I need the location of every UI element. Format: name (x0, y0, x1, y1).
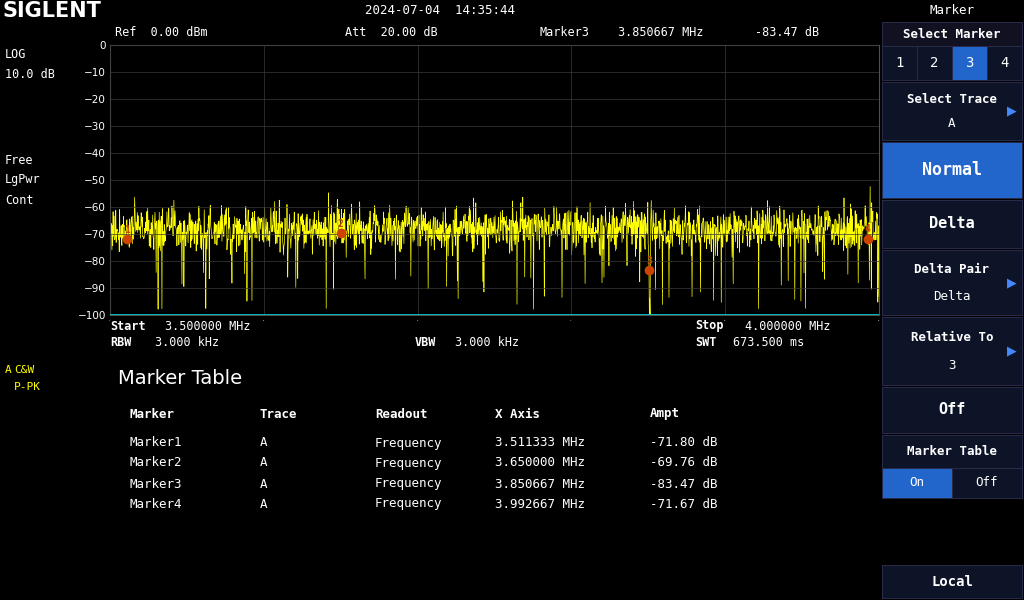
Text: 3.992667 MHz: 3.992667 MHz (495, 497, 585, 511)
Text: 3.850667 MHz: 3.850667 MHz (495, 478, 585, 491)
Text: LOG: LOG (5, 49, 27, 61)
Text: Trace: Trace (260, 407, 298, 421)
Text: 3: 3 (948, 359, 955, 373)
Text: Delta: Delta (933, 290, 971, 304)
Text: Marker: Marker (130, 407, 175, 421)
Text: Off: Off (938, 403, 966, 418)
Text: VBW: VBW (415, 337, 436, 349)
Text: 2024-07-04  14:35:44: 2024-07-04 14:35:44 (365, 4, 515, 17)
Text: -83.47 dB: -83.47 dB (755, 26, 819, 40)
Text: Relative To: Relative To (910, 331, 993, 344)
Text: Att  20.00 dB: Att 20.00 dB (345, 26, 437, 40)
Text: 1: 1 (895, 56, 904, 70)
Text: Delta: Delta (929, 217, 975, 232)
Text: X Axis: X Axis (495, 407, 540, 421)
Text: 1: 1 (125, 225, 130, 235)
Text: 3: 3 (646, 256, 652, 266)
Text: Ampt: Ampt (650, 407, 680, 421)
Text: -69.76 dB: -69.76 dB (650, 457, 718, 469)
Text: ▶: ▶ (1008, 276, 1017, 289)
Text: 2: 2 (338, 220, 344, 229)
Text: -71.67 dB: -71.67 dB (650, 497, 718, 511)
Text: 3.650000 MHz: 3.650000 MHz (495, 457, 585, 469)
Text: C&W: C&W (14, 365, 34, 375)
Text: Off: Off (976, 476, 998, 490)
Text: Ref  0.00 dBm: Ref 0.00 dBm (115, 26, 208, 40)
Text: Stop: Stop (695, 319, 724, 332)
Text: 3.000 kHz: 3.000 kHz (155, 337, 219, 349)
Text: Marker1: Marker1 (130, 437, 182, 449)
Text: Select Trace: Select Trace (907, 93, 997, 106)
Text: 2: 2 (931, 56, 939, 70)
Text: Local: Local (931, 575, 973, 589)
Text: 673.500 ms: 673.500 ms (733, 337, 804, 349)
Text: A: A (260, 478, 267, 491)
Text: 3.511333 MHz: 3.511333 MHz (495, 437, 585, 449)
Text: A: A (260, 437, 267, 449)
Text: RBW: RBW (110, 337, 131, 349)
Text: Delta Pair: Delta Pair (914, 263, 989, 276)
Text: Start: Start (110, 319, 145, 332)
Text: Frequency: Frequency (375, 457, 442, 469)
Text: 4.000000 MHz: 4.000000 MHz (745, 319, 830, 332)
Text: Frequency: Frequency (375, 437, 442, 449)
Text: On: On (909, 476, 925, 490)
Text: Marker3: Marker3 (130, 478, 182, 491)
Text: P-PK: P-PK (14, 382, 41, 392)
Text: 3: 3 (966, 56, 974, 70)
Text: Marker4: Marker4 (130, 497, 182, 511)
Text: Marker Table: Marker Table (118, 368, 242, 388)
Text: -71.80 dB: -71.80 dB (650, 437, 718, 449)
Text: 3.850667 MHz: 3.850667 MHz (618, 26, 703, 40)
Text: 3.500000 MHz: 3.500000 MHz (165, 319, 251, 332)
Text: Frequency: Frequency (375, 478, 442, 491)
Text: Frequency: Frequency (375, 497, 442, 511)
Text: LgPwr: LgPwr (5, 173, 41, 187)
Text: 4: 4 (1000, 56, 1009, 70)
Text: Marker Table: Marker Table (907, 445, 997, 458)
Text: SWT: SWT (695, 337, 717, 349)
Text: 3.000 kHz: 3.000 kHz (455, 337, 519, 349)
Text: SIGLENT: SIGLENT (3, 1, 101, 21)
Text: Marker: Marker (930, 4, 975, 17)
Text: A: A (260, 497, 267, 511)
Text: ▶: ▶ (1008, 104, 1017, 118)
Text: Free: Free (5, 154, 34, 167)
Text: Select Marker: Select Marker (903, 28, 1000, 40)
Text: Marker2: Marker2 (130, 457, 182, 469)
Text: Marker3: Marker3 (540, 26, 590, 40)
Text: 4: 4 (865, 224, 870, 235)
Text: Readout: Readout (375, 407, 427, 421)
Text: 10.0 dB: 10.0 dB (5, 68, 55, 82)
Text: -83.47 dB: -83.47 dB (650, 478, 718, 491)
Text: ▶: ▶ (1008, 344, 1017, 358)
Text: A: A (260, 457, 267, 469)
Text: A: A (5, 365, 11, 375)
Text: A: A (948, 117, 955, 130)
Text: Cont: Cont (5, 193, 34, 206)
Text: Normal: Normal (922, 161, 982, 179)
